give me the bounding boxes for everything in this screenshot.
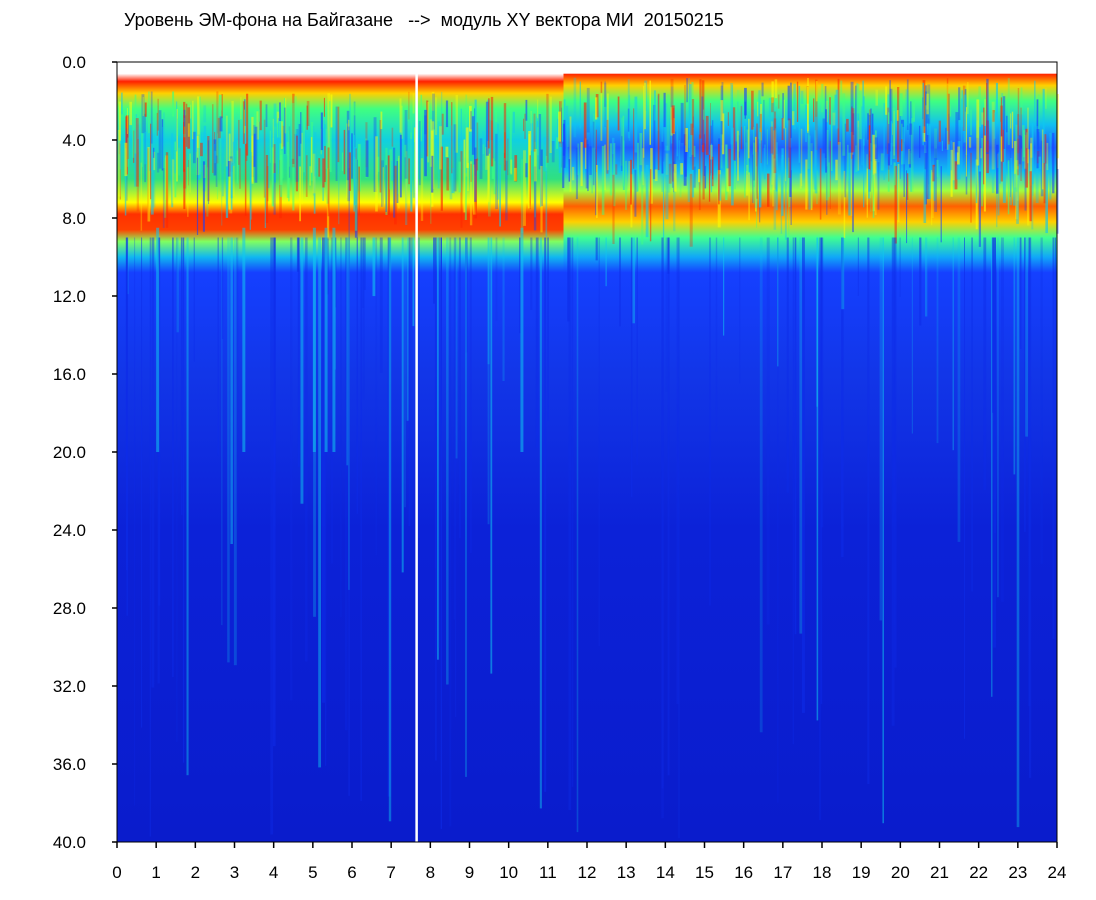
x-tick-label: 21 [930,863,949,882]
x-tick-label: 6 [347,863,356,882]
x-tick-label: 3 [230,863,239,882]
x-tick-label: 0 [112,863,121,882]
y-tick-label: 8.0 [62,209,86,228]
y-tick-label: 4.0 [62,131,86,150]
x-tick-label: 17 [773,863,792,882]
y-tick-label: 36.0 [53,755,86,774]
x-tick-label: 24 [1048,863,1067,882]
x-tick-label: 1 [151,863,160,882]
plot-area [116,61,1059,843]
x-tick-label: 13 [617,863,636,882]
x-tick-label: 5 [308,863,317,882]
x-tick-label: 14 [656,863,675,882]
y-axis: 0.0 4.0 8.0 12.0 16.0 20.0 24.0 28.0 32.0 36.0 40.… [53,53,117,852]
x-tick-label: 12 [578,863,597,882]
y-tick-label: 32.0 [53,677,86,696]
x-tick-label: 22 [969,863,988,882]
x-tick-label: 8 [426,863,435,882]
chart-title: Уровень ЭМ-фона на Байгазане --> модуль … [124,10,724,30]
x-tick-label: 15 [695,863,714,882]
x-tick-label: 2 [191,863,200,882]
x-axis: 0 1 2 3 4 5 6 7 8 9 10 11 12 13 14 15 16 17 18 19 20 21 22 23 24 [112,842,1066,882]
heatmap-top-blank [117,62,1057,74]
x-tick-label: 7 [386,863,395,882]
y-tick-label: 24.0 [53,521,86,540]
y-tick-label: 28.0 [53,599,86,618]
x-tick-label: 20 [891,863,910,882]
y-tick-label: 20.0 [53,443,86,462]
y-tick-label: 12.0 [53,287,86,306]
y-tick-label: 16.0 [53,365,86,384]
x-tick-label: 16 [734,863,753,882]
heatmap-texture [117,77,1059,839]
y-tick-label: 40.0 [53,833,86,852]
x-tick-label: 4 [269,863,278,882]
x-tick-label: 18 [813,863,832,882]
y-tick-label: 0.0 [62,53,86,72]
x-tick-label: 19 [852,863,871,882]
x-tick-label: 9 [465,863,474,882]
x-tick-label: 11 [539,863,557,882]
x-tick-label: 10 [499,863,518,882]
x-tick-label: 23 [1008,863,1027,882]
